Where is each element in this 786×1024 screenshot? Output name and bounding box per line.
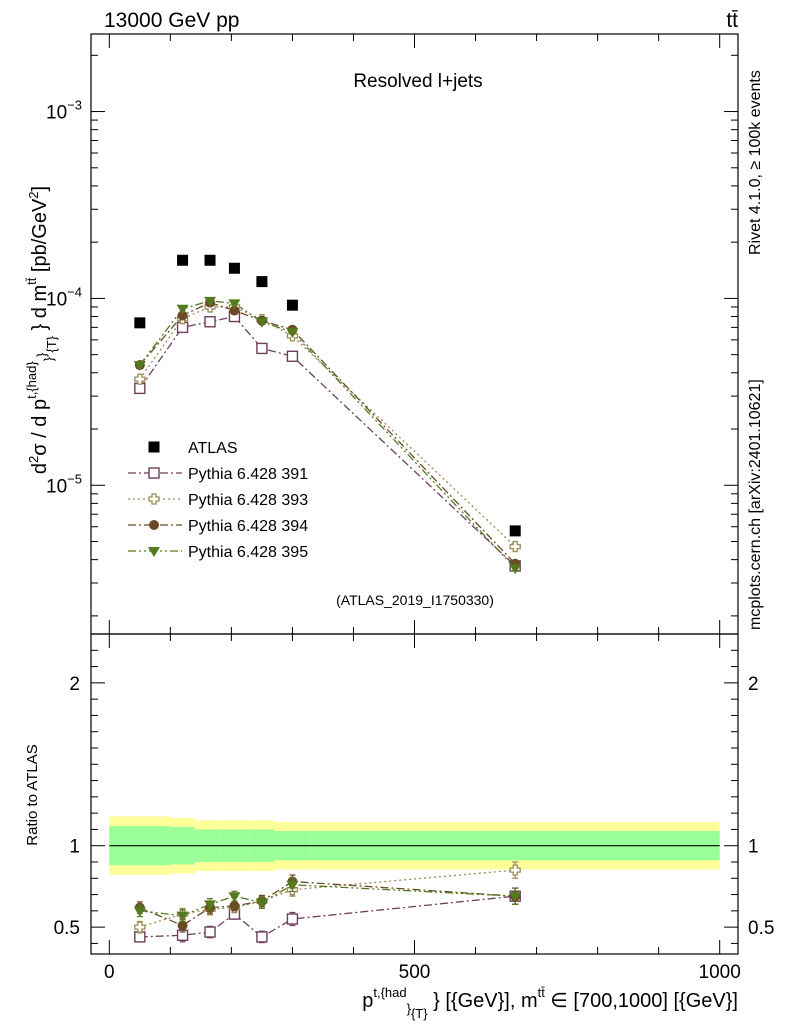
- ratio-point-3: [509, 892, 522, 903]
- main-point-1: [286, 350, 299, 363]
- ratio-line-0: [139, 895, 516, 938]
- ratio-point-0: [286, 913, 299, 925]
- legend-marker: [149, 520, 159, 530]
- main-point-0: [228, 262, 240, 274]
- main-point-1: [256, 342, 268, 355]
- ratio-ytick-label-right: 1: [748, 837, 759, 858]
- main-point-0: [177, 254, 189, 266]
- ratio-frame: [90, 633, 739, 955]
- main-point-1: [134, 382, 146, 395]
- ratio-point-3: [255, 898, 268, 909]
- ratio-panel: 0.5 0.5 1 1 2 2 0 500 1000 Ratio to ATLAS: [24, 633, 774, 983]
- analysis-id: (ATLAS_2019_I1750330): [336, 592, 494, 608]
- legend-label: Pythia 6.428 394: [188, 518, 308, 535]
- main-point-2: [134, 373, 146, 385]
- mcplots-label: mcplots.cern.ch [arXiv:2401.10621]: [747, 379, 764, 630]
- main-point-3: [177, 310, 188, 321]
- main-point-1: [204, 316, 216, 328]
- main-point-4: [255, 317, 268, 328]
- ratio-point-3: [286, 880, 299, 891]
- legend-label: ATLAS: [188, 440, 238, 457]
- legend-marker: [148, 467, 160, 479]
- legend-marker: [148, 547, 160, 557]
- header-left: 13000 GeV pp: [104, 9, 239, 32]
- legend-marker: [148, 493, 160, 505]
- ratio-point-0: [256, 931, 268, 943]
- main-ytick-label: 10−5: [46, 471, 82, 497]
- ratio-point-2: [177, 920, 188, 931]
- ratio-series-layer: [133, 861, 522, 944]
- ratio-bands: [109, 816, 720, 876]
- main-panel: 10−5 10−4 10−3 Resolved l+jets (ATLAS_2019…: [46, 33, 739, 635]
- legend: ATLAS Pythia 6.428 391 Pythia 6.428 393 Pyt…: [128, 440, 308, 561]
- svg-text:pt,{had}{T} } [{GeV}], mtt̄ ∈: pt,{had}{T} } [{GeV}], mtt̄ ∈ [700,1000]…: [362, 985, 738, 1021]
- main-point-0: [509, 525, 521, 537]
- main-point-0: [204, 254, 216, 266]
- ratio-xtick-label: 0: [104, 962, 115, 983]
- main-point-0: [256, 276, 268, 288]
- ratio-point-3: [133, 906, 146, 917]
- ratio-xtick-label: 1000: [699, 962, 741, 983]
- main-point-2: [509, 540, 521, 553]
- main-series-layer: [133, 254, 522, 575]
- main-point-3: [229, 305, 240, 316]
- ratio-ylabel: Ratio to ATLAS: [24, 744, 41, 845]
- ratio-line-2: [139, 880, 516, 927]
- ratio-ytick-label: 0.5: [54, 918, 80, 939]
- ratio-ytick-label: 2: [69, 674, 80, 695]
- legend-label: Pythia 6.428 391: [188, 466, 308, 483]
- ratio-line-3: [139, 884, 516, 917]
- main-point-4: [228, 299, 241, 310]
- legend-label: Pythia 6.428 393: [188, 492, 308, 509]
- main-ytick-label: 10−3: [46, 98, 82, 124]
- main-ylabel: d2σ / d pt,{had}}}{T} } d mtt̄ [pb/GeV2]: [24, 186, 59, 474]
- ratio-ytick-label-right: 0.5: [748, 918, 774, 939]
- main-ytick-label: 10−4: [46, 284, 82, 310]
- ratio-point-2: [229, 900, 240, 911]
- main-axis-ticks: 10−5 10−4 10−3: [46, 34, 738, 634]
- ratio-point-0: [204, 926, 216, 938]
- main-point-4: [509, 564, 522, 575]
- ratio-point-3: [228, 892, 241, 903]
- ratio-xlabel: pt,{had}{T} } [{GeV}], mtt̄ ∈ [700,1000]…: [362, 985, 738, 1021]
- main-title: Resolved l+jets: [353, 71, 482, 92]
- ratio-ytick-label: 1: [69, 837, 80, 858]
- ratio-point-1: [134, 921, 146, 933]
- ratio-point-1: [509, 864, 521, 876]
- main-point-4: [176, 304, 189, 315]
- main-point-4: [286, 328, 299, 339]
- main-point-0: [134, 317, 146, 329]
- ratio-line-1: [139, 869, 516, 928]
- legend-label: Pythia 6.428 395: [188, 544, 308, 561]
- svg-text:d2σ / d pt,{had}}}{T} } d mtt̄: d2σ / d pt,{had}}}{T} } d mtt̄ [pb/GeV2]: [24, 186, 59, 474]
- ratio-point-3: [176, 911, 189, 922]
- ratio-xtick-label: 500: [399, 962, 431, 983]
- ratio-ytick-label-right: 2: [748, 674, 759, 695]
- header-right: tt̄: [726, 9, 738, 32]
- main-point-0: [286, 299, 298, 311]
- main-line-2: [139, 306, 516, 548]
- ratio-point-3: [204, 900, 217, 911]
- legend-marker: [148, 441, 160, 453]
- main-point-4: [204, 296, 217, 307]
- ratio-axis-ticks: 0.5 0.5 1 1 2 2 0 500 1000: [54, 634, 774, 983]
- rivet-label: Rivet 4.1.0, ≥ 100k events: [747, 70, 764, 255]
- main-point-4: [133, 361, 146, 372]
